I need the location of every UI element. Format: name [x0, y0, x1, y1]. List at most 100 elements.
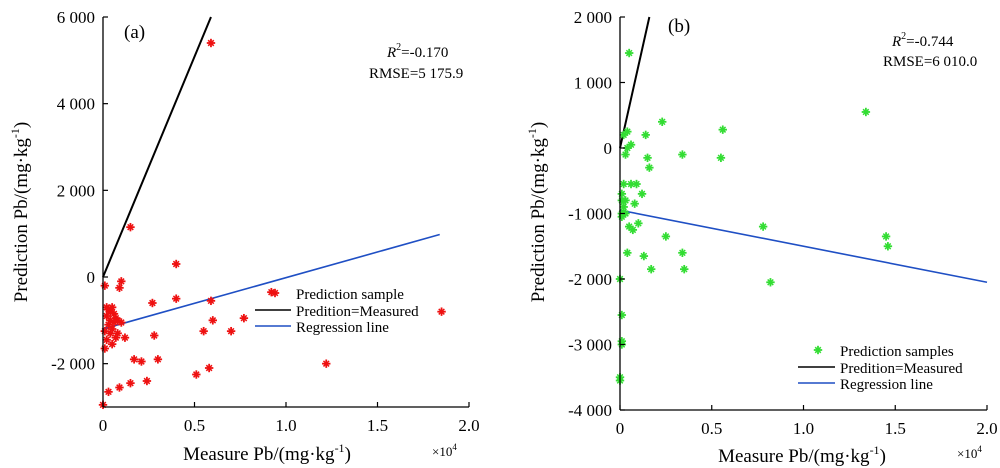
panel-b-r2: R2=-0.744 [891, 31, 954, 50]
panel-b-y-tick-label: -4 000 [568, 401, 612, 420]
panel-b-data-point [630, 199, 639, 208]
panel-a-data-point [107, 324, 117, 334]
panel-b-data-point [716, 153, 726, 163]
panel-a-y-tick-label: 6 000 [57, 8, 95, 27]
panel-b-data-point [881, 232, 891, 241]
panel-b-data-point [661, 232, 671, 241]
panel-b-ticks: 0 0.5 1.0 1.5 2.0 -4 000 -3 000 -2 000 -1 000 0 1 … [568, 8, 998, 438]
panel-b-data-point [621, 196, 630, 205]
panel-a-ylabel: Prediction Pb/(mg·kg-1) [8, 122, 32, 302]
panel-b-y-tick-label: 1 000 [574, 74, 612, 93]
panel-a-y-tick-label: 2 000 [57, 181, 95, 200]
panel-b-y-tick-label: 0 [604, 139, 613, 158]
panel-b-lines [619, 16, 988, 284]
panel-a-data-point [192, 370, 201, 379]
panel-a-data-point [226, 326, 236, 336]
panel-b-x-tick-label: 2.0 [976, 419, 997, 438]
panel-a-lines [102, 16, 440, 330]
panel-b-xlabel: Measure Pb/(mg·kg-1) [718, 443, 886, 467]
panel-b-ylabel: Prediction Pb/(mg·kg-1) [525, 122, 549, 302]
panel-b-data-point [680, 264, 689, 274]
panel-b-data-point [639, 251, 649, 261]
panel-a-data-point [107, 303, 117, 312]
panel-b-legend: Prediction samples Predition=Measured Re… [798, 344, 963, 393]
panel-b-data-point [624, 48, 634, 58]
panel-b-regression-line [619, 209, 988, 284]
panel-b-y-tick-label: -3 000 [568, 336, 612, 355]
panel-b-data-point [643, 153, 652, 163]
panel-b-data-point [619, 179, 628, 189]
panel-b-x-tick-label: 0 [616, 419, 625, 438]
panel-a-data-point [437, 307, 446, 316]
panel-b-legend-marker [813, 345, 823, 355]
panel-b-legend-point-marker [813, 345, 823, 355]
panel-b-data-point [617, 310, 627, 320]
panel-a-data-point [120, 333, 130, 342]
panel-b-data-point [678, 150, 687, 159]
panel-b-data-point [634, 219, 643, 228]
panel-b-data-point [632, 179, 641, 189]
panel-b-x-multiplier: ×104 [957, 444, 982, 461]
panel-a-data-point [113, 329, 122, 338]
panel-a-points [98, 38, 446, 410]
panel-a-rmse: RMSE=5 175.9 [369, 66, 463, 82]
panel-b-legend-identity-label: Predition=Measured [840, 361, 963, 377]
panel-b-data-point [621, 150, 630, 159]
panel-b-data-point [641, 130, 650, 140]
panel-a-x-tick-label: 1.5 [367, 416, 388, 435]
panel-a-data-point [142, 376, 152, 386]
panel-a-data-point [126, 222, 135, 232]
panel-b-data-point [623, 127, 632, 136]
panel-b-data-point [718, 125, 727, 134]
panel-b-data-point [621, 209, 630, 218]
panel-b-y-tick-label: -2 000 [568, 270, 612, 289]
panel-a-label: (a) [124, 22, 145, 43]
panel-a-data-point [100, 281, 110, 290]
panel-a-regression-line [102, 233, 440, 330]
panel-b-data-point [619, 202, 628, 212]
panel-a-legend-scatter-label: Prediction sample [296, 287, 404, 303]
panel-a-data-point [239, 313, 249, 323]
panel-b-data-point [678, 248, 687, 257]
panel-a-x-multiplier: ×104 [432, 442, 457, 459]
panel-a-xlabel: Measure Pb/(mg·kg-1) [183, 441, 351, 465]
panel-a-ticks: 0 0.5 1.0 1.5 2.0 -2 000 0 2 000 4 000 6 000 [51, 8, 480, 435]
panel-b-data-point [766, 278, 775, 287]
panel-b-data-point [628, 225, 638, 235]
panel-b: 0 0.5 1.0 1.5 2.0 -4 000 -3 000 -2 000 -1 000 0 1 … [525, 8, 998, 467]
panel-b-data-point [623, 248, 632, 257]
panel-a-data-point [126, 378, 135, 388]
panel-a-data-point [206, 38, 216, 48]
panel-b-rmse: RMSE=6 010.0 [883, 54, 977, 70]
panel-a-x-tick-label: 1.0 [275, 416, 296, 435]
panel-b-label: (b) [668, 16, 690, 37]
panel-a-identity-line [102, 16, 212, 278]
panel-a-data-point [208, 316, 217, 325]
panel-a-data-point [199, 326, 208, 336]
panel-a-data-point [117, 318, 126, 327]
panel-b-data-point [861, 107, 871, 117]
panel-a-data-point [172, 294, 181, 303]
panel-b-data-point [645, 163, 654, 172]
panel-b-x-tick-label: 0.5 [701, 419, 722, 438]
panel-a-data-point [137, 357, 146, 366]
panel-a-x-tick-label: 2.0 [458, 416, 479, 435]
panel-b-y-tick-label: 2 000 [574, 8, 612, 27]
panel-a-data-point [104, 387, 113, 397]
panel-a-data-point [153, 355, 163, 364]
panel-a-y-tick-label: 4 000 [57, 95, 95, 114]
panel-a-r2: R2=-0.170 [386, 42, 448, 61]
panel-a-x-tick-label: 0.5 [184, 416, 205, 435]
panel-b-data-point [626, 140, 636, 149]
panel-a-data-point [206, 296, 216, 306]
panel-a-data-point [107, 339, 117, 349]
panel-a-data-point [204, 363, 214, 373]
panel-b-identity-line [619, 16, 651, 149]
panel-b-data-point [658, 117, 667, 126]
panel-a-x-tick-label: 0 [99, 416, 108, 435]
panel-b-y-tick-label: -1 000 [568, 205, 612, 224]
panel-a-data-point [115, 383, 124, 392]
panel-a-data-point [322, 359, 331, 368]
